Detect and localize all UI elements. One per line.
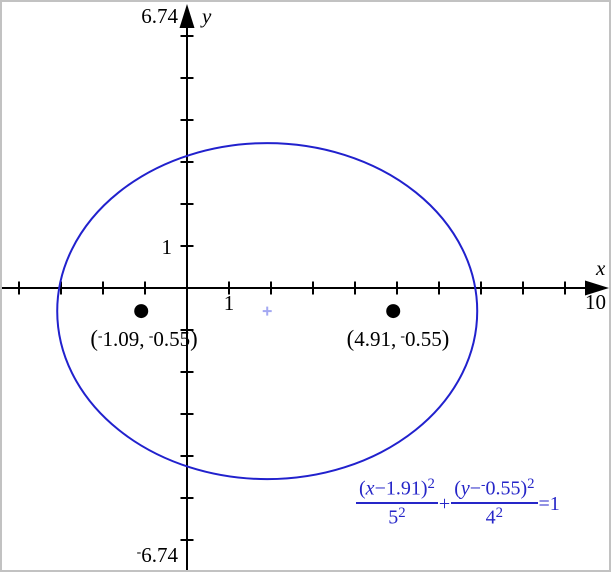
ymax-value-label: 6.74 (141, 4, 178, 28)
equation-equals-result: =1 (538, 493, 560, 516)
ymin-value-label: -6.74 (136, 543, 178, 568)
right-focus-coordinate-label[interactable]: (4.91, -0.55) (346, 326, 450, 351)
x-unit-tick-label: 1 (223, 291, 235, 315)
y-unit-tick-label: 1 (161, 235, 173, 259)
ellipse-curve[interactable] (56, 142, 479, 481)
left-focus-coordinate-label[interactable]: (-1.09, -0.55) (90, 326, 198, 351)
equation-x-denominator: 52 (388, 504, 406, 529)
ellipse-equation-label[interactable]: (x−1.91)2 52 + (y−-0.55)2 42 =1 (356, 477, 561, 527)
y-axis-letter: y (202, 4, 212, 28)
equation-plus-operator: + (438, 493, 451, 516)
y-axis-arrow-icon (179, 4, 195, 28)
equation-y-denominator: 42 (485, 504, 504, 529)
left-focus-point[interactable] (134, 304, 149, 319)
x-axis-letter: x (596, 256, 606, 280)
xmax-tick-label: 10 (585, 290, 606, 314)
equation-y-fraction: (y−-0.55)2 42 (451, 477, 538, 529)
equation-y-numerator: (y−-0.55)2 (451, 477, 538, 504)
x-axis-arrow-icon (585, 280, 609, 296)
equation-x-numerator: (x−1.91)2 (356, 477, 438, 504)
equation-x-fraction: (x−1.91)2 52 (356, 477, 438, 527)
right-focus-point[interactable] (386, 304, 401, 319)
